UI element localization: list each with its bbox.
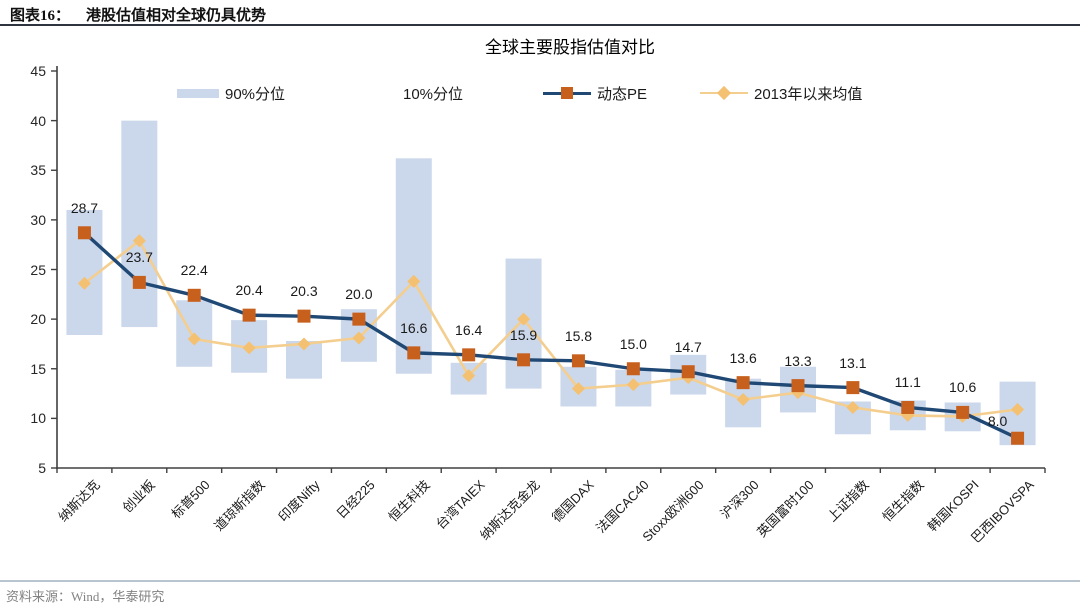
mean-marker-diamond	[77, 276, 91, 290]
mean-marker-diamond	[132, 234, 146, 248]
pe-marker-square	[407, 346, 421, 360]
legend-label: 动态PE	[597, 85, 648, 103]
pe-marker-square	[1011, 431, 1025, 445]
legend-label: 2013年以来均值	[754, 85, 863, 103]
legend-swatch-range-bar	[177, 88, 219, 98]
pe-marker-square	[187, 288, 201, 302]
pe-marker-square	[352, 312, 366, 326]
pe-marker-square	[517, 353, 531, 367]
pe-line	[83, 231, 1019, 440]
pe-marker-square	[242, 308, 256, 322]
mean-marker-diamond	[352, 331, 366, 345]
pe-marker-square	[626, 362, 640, 376]
pe-marker-square	[297, 309, 311, 323]
mean-marker-diamond	[626, 378, 640, 392]
pe-marker-square	[77, 226, 91, 240]
pe-marker-square	[681, 365, 695, 379]
percentile-range-bar	[395, 158, 432, 374]
mean-marker-diamond	[736, 393, 750, 407]
figure-header: 图表16： 港股估值相对全球仍具优势	[10, 4, 266, 25]
mean-marker-diamond	[846, 400, 860, 414]
pe-marker-square	[736, 376, 750, 390]
mean-line	[83, 239, 1018, 418]
mean-marker-diamond	[1011, 402, 1025, 416]
legend-item-1: 90%分位	[177, 83, 285, 103]
pe-marker-square	[846, 381, 860, 395]
legend-swatch-line	[543, 86, 591, 100]
legend: 90%分位 10%分位 动态PE 2013年以来均值	[0, 83, 1080, 105]
chart-title: 全球主要股指估值对比	[485, 38, 655, 57]
pe-marker-square	[132, 275, 146, 289]
mean-marker-diamond	[462, 369, 476, 383]
legend-label: 10%分位	[403, 85, 464, 103]
percentile-range-bar	[121, 120, 158, 328]
legend-item-3: 动态PE	[543, 83, 647, 103]
figure-title: 港股估值相对全球仍具优势	[86, 8, 267, 24]
legend-swatch-line	[700, 85, 748, 101]
legend-item-2: 10%分位	[403, 83, 463, 103]
legend-label: 90%分位	[225, 85, 286, 103]
legend-item-4: 2013年以来均值	[700, 83, 862, 103]
mean-marker-diamond	[242, 341, 256, 355]
pe-marker-square	[791, 379, 805, 393]
legend-square-marker-icon	[561, 87, 573, 99]
mean-marker-diamond	[297, 337, 311, 351]
figure-number-label: 图表16：	[10, 8, 71, 24]
mean-marker-diamond	[407, 274, 421, 288]
header-rule	[0, 24, 1080, 26]
pe-marker-square	[956, 405, 970, 419]
pe-marker-square	[901, 400, 915, 414]
pe-marker-square	[462, 348, 476, 362]
mean-marker-diamond	[187, 332, 201, 346]
footer-rule	[0, 580, 1080, 582]
pe-marker-square	[571, 354, 585, 368]
mean-marker-diamond	[517, 312, 531, 326]
mean-marker-diamond	[571, 382, 585, 396]
source-note: 资料来源：Wind，华泰研究	[6, 589, 165, 604]
